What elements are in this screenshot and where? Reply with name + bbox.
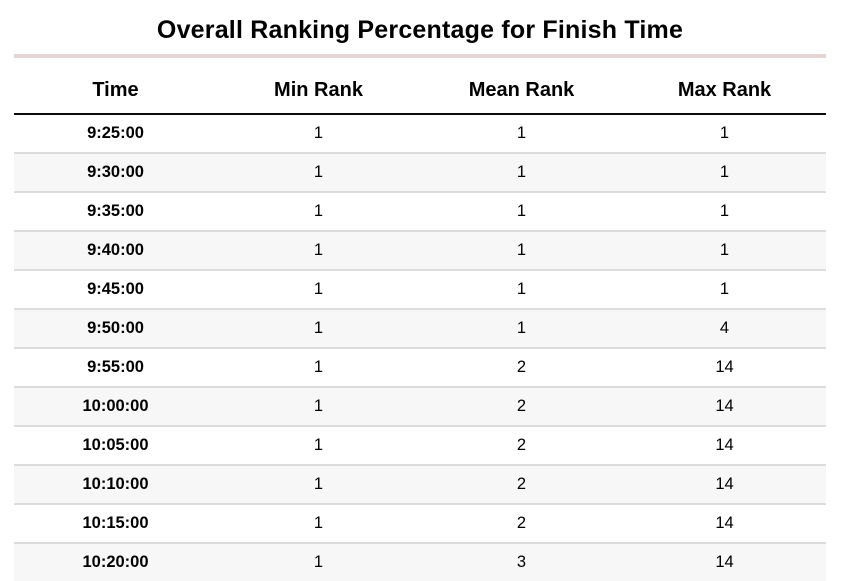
mean-rank-cell: 1 (420, 308, 623, 348)
mean-rank-cell: 1 (420, 230, 623, 270)
mean-rank-cell: 2 (420, 425, 623, 465)
mean-rank-cell: 1 (420, 152, 623, 192)
max-rank-cell: 1 (623, 269, 826, 309)
min-rank-cell: 1 (217, 191, 420, 231)
min-rank-cell: 1 (217, 308, 420, 348)
max-rank-cell: 14 (623, 542, 826, 581)
mean-rank-cell: 2 (420, 464, 623, 504)
time-cell: 10:20:00 (14, 542, 217, 581)
min-rank-cell: 1 (217, 152, 420, 192)
max-rank-cell: 4 (623, 308, 826, 348)
table-row: 10:10:00 1 2 14 (14, 464, 826, 504)
mean-rank-cell: 2 (420, 386, 623, 426)
min-rank-cell: 1 (217, 464, 420, 504)
table-page: Overall Ranking Percentage for Finish Ti… (14, 15, 826, 581)
table-row: 9:35:00 1 1 1 (14, 191, 826, 231)
time-cell: 9:25:00 (87, 124, 144, 142)
min-rank-cell: 1 (217, 425, 420, 465)
table-header: Time Min Rank Mean Rank Max Rank (14, 58, 826, 115)
max-rank-cell: 14 (623, 425, 826, 465)
time-cell: 10:00:00 (14, 386, 217, 426)
time-cell: 9:50:00 (14, 308, 217, 348)
table-row: 9:45:00 1 1 1 (14, 269, 826, 309)
max-rank-cell: 14 (623, 464, 826, 504)
mean-rank-cell: 2 (420, 347, 623, 387)
max-rank-cell: 1 (623, 152, 826, 192)
column-header-mean-rank: Mean Rank (420, 58, 623, 115)
table-row: 10:00:00 1 2 14 (14, 386, 826, 426)
column-header-min-rank: Min Rank (217, 58, 420, 115)
min-rank-cell: 1 (217, 347, 420, 387)
mean-rank-cell: 1 (420, 191, 623, 231)
min-rank-cell: 1 (217, 230, 420, 270)
table-row: 9:50:00 1 1 4 (14, 308, 826, 348)
min-rank-cell: 1 (217, 542, 420, 581)
table-row: 9:25:00 1 1 1 (14, 114, 826, 153)
header-row: Time Min Rank Mean Rank Max Rank (14, 58, 826, 115)
table-row: 10:15:00 1 2 14 (14, 503, 826, 543)
max-rank-cell: 1 (719, 124, 730, 142)
min-rank-cell: 1 (217, 269, 420, 309)
time-cell: 9:35:00 (14, 191, 217, 231)
table-row: 9:55:00 1 2 14 (14, 347, 826, 387)
max-rank-cell: 14 (623, 386, 826, 426)
table-row: 9:30:00 1 1 1 (14, 152, 826, 192)
time-cell: 9:40:00 (14, 230, 217, 270)
title-underline (14, 54, 826, 58)
column-header-max-rank: Max Rank (623, 58, 826, 115)
table-row: 10:20:00 1 3 14 (14, 542, 826, 581)
table-row: 9:40:00 1 1 1 (14, 230, 826, 270)
table-row: 10:05:00 1 2 14 (14, 425, 826, 465)
min-rank-cell: 1 (217, 503, 420, 543)
min-rank-cell: 1 (217, 386, 420, 426)
max-rank-cell: 1 (623, 230, 826, 270)
mean-rank-cell: 2 (420, 503, 623, 543)
max-rank-cell: 1 (623, 191, 826, 231)
ranking-table: Time Min Rank Mean Rank Max Rank 9:25:00 1 1 1… (14, 58, 826, 581)
table-body: 9:25:00 1 1 1 9:30:00 1 1 1 9:35:00 1 1 1 9:40:00 1 1 1… (14, 114, 826, 581)
mean-rank-cell: 1 (420, 269, 623, 309)
time-cell: 10:05:00 (14, 425, 217, 465)
time-cell: 10:10:00 (14, 464, 217, 504)
mean-rank-cell: 1 (516, 124, 527, 142)
max-rank-cell: 14 (623, 347, 826, 387)
column-header-time: Time (14, 58, 217, 115)
time-cell: 10:15:00 (14, 503, 217, 543)
time-cell: 9:55:00 (14, 347, 217, 387)
min-rank-cell: 1 (313, 124, 324, 142)
time-cell: 9:45:00 (14, 269, 217, 309)
page-title: Overall Ranking Percentage for Finish Ti… (156, 16, 684, 44)
mean-rank-cell: 3 (420, 542, 623, 581)
max-rank-cell: 14 (623, 503, 826, 543)
time-cell: 9:30:00 (14, 152, 217, 192)
